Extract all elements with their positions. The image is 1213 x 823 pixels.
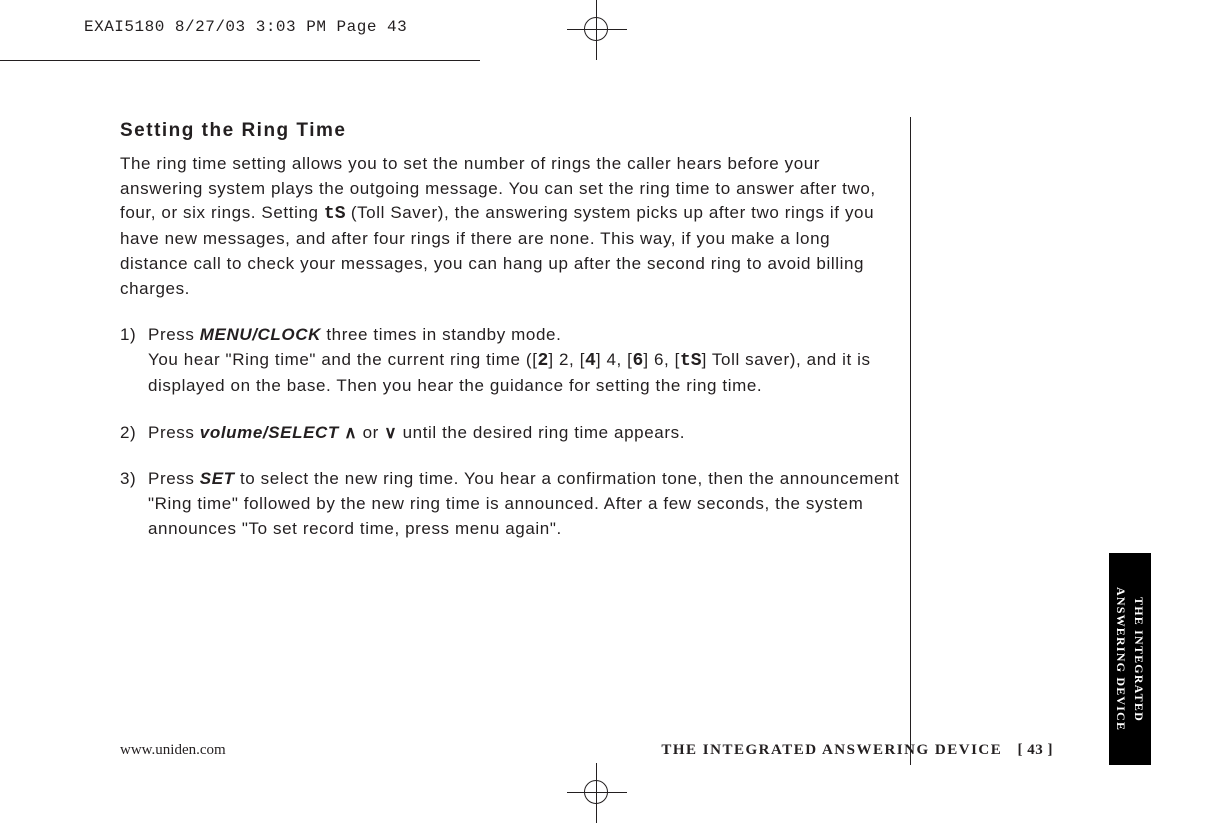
step-1: 1)Press MENU/CLOCK three times in standb… bbox=[120, 323, 900, 398]
seg-ts-icon: tS bbox=[324, 204, 346, 224]
text: or bbox=[357, 423, 384, 442]
seg-6-icon: 6 bbox=[633, 351, 644, 371]
text: three times in standby mode. bbox=[321, 325, 561, 344]
step-number: 2) bbox=[120, 421, 148, 446]
side-tab-line-2: ANSWERING DEVICE bbox=[1114, 587, 1128, 731]
vertical-divider bbox=[910, 117, 911, 765]
up-arrow-icon: ∧ bbox=[344, 423, 357, 442]
page-content: Setting the Ring Time The ring time sett… bbox=[120, 120, 900, 563]
text: until the desired ring time appears. bbox=[397, 423, 685, 442]
key-menu-clock: MENU/CLOCK bbox=[200, 325, 321, 344]
text: to select the new ring time. You hear a … bbox=[148, 469, 899, 537]
down-arrow-icon: ∨ bbox=[384, 423, 397, 442]
intro-paragraph: The ring time setting allows you to set … bbox=[120, 152, 900, 301]
key-volume-select: volume/SELECT bbox=[200, 423, 339, 442]
section-heading: Setting the Ring Time bbox=[120, 120, 900, 142]
text: Press bbox=[148, 423, 200, 442]
seg-4-icon: 4 bbox=[585, 351, 596, 371]
registration-mark-top bbox=[567, 0, 627, 60]
footer-section-title: THE INTEGRATED ANSWERING DEVICE bbox=[661, 742, 1002, 758]
text: ] 2, [ bbox=[548, 350, 585, 369]
footer-section: THE INTEGRATED ANSWERING DEVICE [ 43 ] bbox=[661, 742, 1053, 759]
footer-url: www.uniden.com bbox=[120, 742, 226, 759]
side-tab: THE INTEGRATED ANSWERING DEVICE bbox=[1109, 553, 1151, 765]
step-3: 3)Press SET to select the new ring time.… bbox=[120, 467, 900, 541]
crop-line bbox=[0, 60, 480, 61]
text: Press bbox=[148, 469, 200, 488]
steps-list: 1)Press MENU/CLOCK three times in standb… bbox=[120, 323, 900, 541]
step-number: 3) bbox=[120, 467, 148, 492]
seg-2-icon: 2 bbox=[538, 351, 549, 371]
page-number: [ 43 ] bbox=[1018, 742, 1054, 758]
text: ] 6, [ bbox=[643, 350, 680, 369]
step-number: 1) bbox=[120, 323, 148, 348]
print-slug: EXAI5180 8/27/03 3:03 PM Page 43 bbox=[84, 18, 407, 36]
text: You hear "Ring time" and the current rin… bbox=[148, 350, 538, 369]
registration-mark-bottom bbox=[567, 763, 627, 823]
text: ] 4, [ bbox=[596, 350, 633, 369]
text: Press bbox=[148, 325, 200, 344]
key-set: SET bbox=[200, 469, 235, 488]
seg-ts-icon: tS bbox=[680, 351, 702, 371]
side-tab-line-1: THE INTEGRATED bbox=[1132, 597, 1146, 722]
step-2: 2)Press volume/SELECT ∧ or ∨ until the d… bbox=[120, 421, 900, 446]
